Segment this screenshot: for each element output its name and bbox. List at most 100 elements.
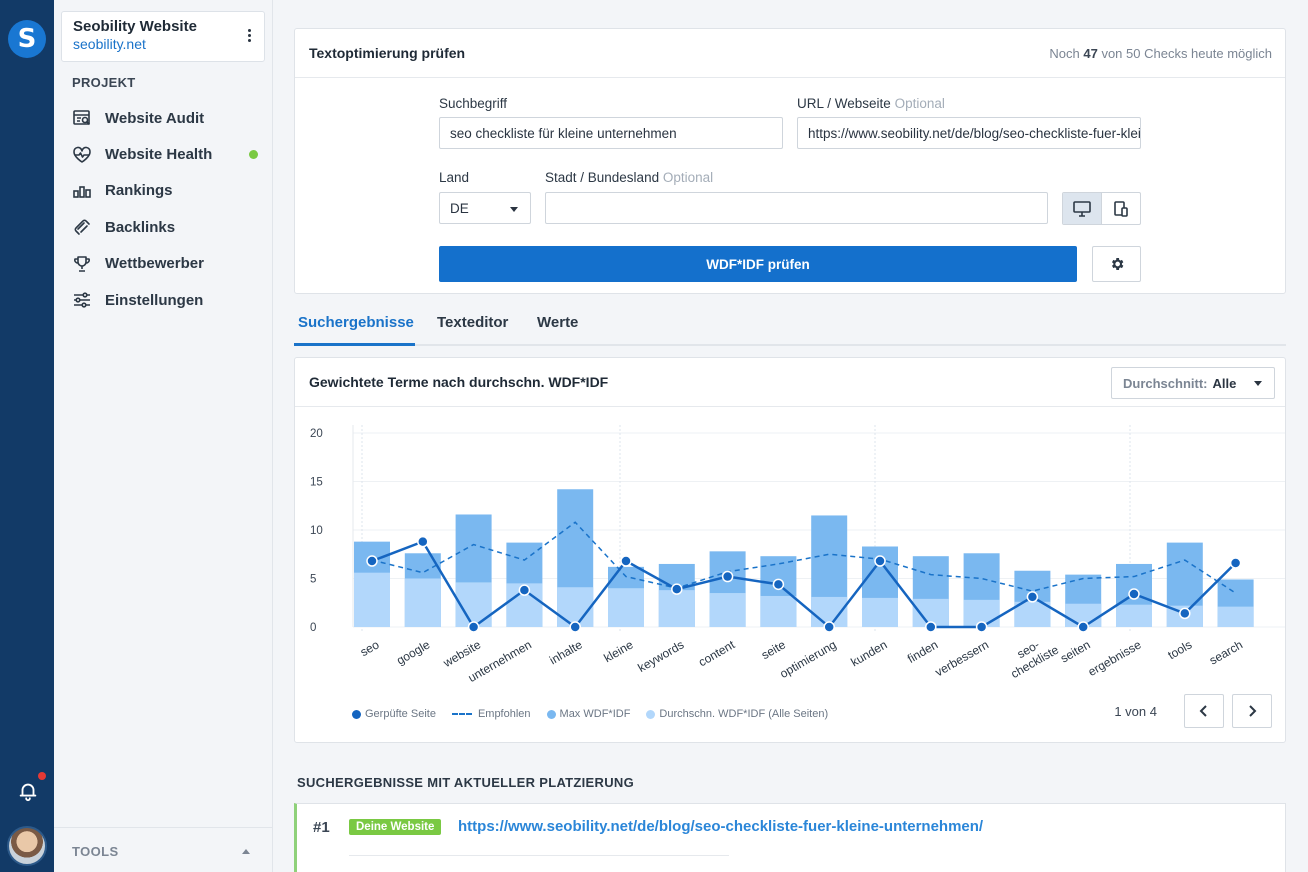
bar-avg-wdfidf [760,595,797,627]
audit-icon [73,110,91,126]
point-checked-page [1179,607,1191,620]
sidebar-item-website-health[interactable]: Website Health [72,136,262,172]
bar-avg-wdfidf [1116,604,1152,627]
point-checked-page [417,535,429,548]
point-checked-page [1128,588,1140,600]
notification-dot [38,772,46,780]
tab-werte[interactable]: Werte [537,314,579,331]
point-checked-page [620,555,632,567]
tab-suchergebnisse[interactable]: Suchergebnisse [298,314,414,331]
card-header: Gewichtete Terme nach durchschn. WDF*IDF… [295,358,1285,407]
y-tick-label: 15 [310,477,323,489]
tab-texteditor[interactable]: Texteditor [437,314,509,331]
legend-item[interactable]: Empfohlen [451,708,531,720]
result-rank: #1 [313,819,330,836]
project-switcher[interactable]: Seobility Website seobility.net [61,11,265,62]
mobile-tablet-icon [1113,200,1128,217]
caret-down-icon [510,207,518,212]
y-tick-label: 5 [310,574,316,586]
sidebar-item-einstellungen[interactable]: Einstellungen [72,282,262,318]
chevron-right-icon [1249,705,1257,717]
sidebar-item-backlinks[interactable]: Backlinks [72,209,262,245]
point-checked-page [671,583,683,595]
point-checked-page [569,621,581,633]
chart-card: Gewichtete Terme nach durchschn. WDF*IDF… [294,357,1286,743]
heartbeat-icon [73,146,91,163]
avatar[interactable] [7,826,47,866]
sidebar-item-rankings[interactable]: Rankings [72,173,262,209]
url-label: URL / Webseite Optional [797,96,945,111]
trophy-icon [74,255,90,272]
active-tab-indicator [294,343,415,346]
result-url-link[interactable]: https://www.seobility.net/de/blog/seo-ch… [458,818,984,835]
x-tick-label: optimierung [777,637,838,680]
sidebar-nav: Website Audit Website Health Rankings Ba… [72,100,262,318]
city-input[interactable] [545,192,1048,224]
wdf-idf-check-button[interactable]: WDF*IDF prüfen [439,246,1077,282]
desktop-toggle[interactable] [1063,193,1102,224]
bar-avg-wdfidf [1217,606,1254,627]
x-tick-label: inhalte [547,637,585,667]
card-header: Textoptimierung prüfen Noch 47 von 50 Ch… [295,29,1285,78]
seobility-logo[interactable]: S [8,20,46,58]
tools-section-toggle[interactable]: TOOLS [54,827,272,872]
bar-avg-wdfidf [354,572,390,627]
url-input[interactable]: https://www.seobility.net/de/blog/seo-ch… [797,117,1141,149]
x-tick-label: ergebnisse [1086,637,1144,679]
divider [349,855,729,856]
y-tick-label: 10 [310,525,323,537]
x-tick-label: keywords [635,637,686,674]
bar-avg-wdfidf [557,587,594,627]
x-tick-label: content [696,637,738,669]
bar-avg-wdfidf [1014,601,1051,627]
country-select[interactable]: DE [439,192,531,224]
device-toggle [1062,192,1141,225]
x-tick-label: seo-checkliste [1001,630,1061,681]
average-filter-select[interactable]: Durchschnitt: Alle [1111,367,1275,399]
tab-bar: Suchergebnisse Texteditor Werte [294,304,1286,346]
legend-item[interactable]: Max WDF*IDF [546,708,630,720]
caret-down-icon [1254,381,1262,386]
x-tick-label: kleine [601,637,635,665]
tools-label: TOOLS [72,844,119,859]
mobile-toggle[interactable] [1102,193,1141,224]
x-tick-label: seiten [1058,637,1093,665]
card-title: Gewichtete Terme nach durchschn. WDF*IDF [309,374,609,390]
sidebar-item-label: Rankings [105,182,173,200]
settings-button[interactable] [1092,246,1141,282]
sidebar-item-wettbewerber[interactable]: Wettbewerber [72,246,262,282]
point-checked-page [925,621,937,633]
bell-icon[interactable] [17,780,39,802]
point-checked-page [518,584,531,596]
point-checked-page [772,578,785,591]
sidebar-item-website-audit[interactable]: Website Audit [72,100,262,136]
gear-icon [1111,258,1123,270]
bar-avg-wdfidf [658,590,695,627]
keyword-label: Suchbegriff [439,96,508,111]
y-tick-label: 20 [310,428,323,440]
x-tick-label: verbessern [933,637,991,679]
legend-item[interactable]: Gerpüfte Seite [352,708,436,720]
kebab-menu-icon[interactable] [248,29,252,44]
links-icon [74,219,90,236]
next-page-button[interactable] [1232,694,1272,728]
country-label: Land [439,170,470,185]
results-title: SUCHERGEBNISSE MIT AKTUELLER PLATZIERUNG [297,775,635,790]
y-tick-label: 0 [310,622,316,634]
keyword-input[interactable]: seo checkliste für kleine unternehmen [439,117,783,149]
result-item: #1 Deine Website https://www.seobility.n… [294,803,1286,872]
point-checked-page [1026,591,1039,603]
prev-page-button[interactable] [1184,694,1224,728]
text-check-card: Textoptimierung prüfen Noch 47 von 50 Ch… [294,28,1286,294]
point-checked-page [1229,557,1242,569]
x-tick-label: finden [905,637,940,665]
point-checked-page [721,570,734,583]
point-checked-page [874,555,886,567]
bar-avg-wdfidf [404,578,441,627]
point-checked-page [823,621,835,633]
project-domain[interactable]: seobility.net [73,36,146,52]
legend-item[interactable]: Durchschn. WDF*IDF (Alle Seiten) [646,708,828,720]
city-label: Stadt / Bundesland Optional [545,170,714,185]
line-recommended [371,521,1237,594]
